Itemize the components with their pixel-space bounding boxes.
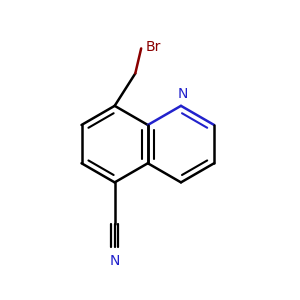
Text: Br: Br	[146, 40, 161, 54]
Text: N: N	[177, 86, 188, 100]
Text: N: N	[110, 254, 120, 268]
